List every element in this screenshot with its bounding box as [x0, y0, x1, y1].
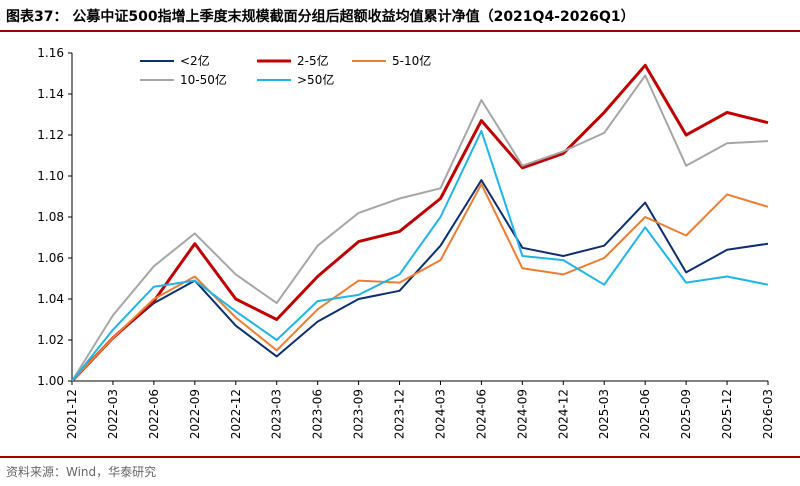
- series-line-4: [71, 74, 769, 382]
- x-tick-label: 2022-12: [229, 389, 243, 439]
- x-tick-label: 2023-03: [270, 389, 284, 439]
- x-tick-label: 2021-12: [65, 389, 79, 439]
- x-tick-label: 2023-09: [352, 389, 366, 439]
- y-tick-label: 1.08: [37, 210, 64, 224]
- y-tick-label: 1.10: [37, 169, 64, 183]
- legend-label-3: 5-10亿: [392, 53, 431, 68]
- footer-divider: [0, 456, 800, 458]
- x-tick-label: 2022-03: [106, 389, 120, 439]
- x-tick-label: 2025-06: [638, 389, 652, 439]
- x-tick-label: 2023-12: [393, 389, 407, 439]
- legend-label-5: >50亿: [297, 72, 334, 87]
- legend-label-1: <2亿: [180, 53, 210, 68]
- y-tick-label: 1.06: [37, 251, 64, 265]
- series-line-1: [71, 179, 769, 382]
- y-tick-label: 1.02: [37, 333, 64, 347]
- chart-title: 图表37： 公募中证500指增上季度末规模截面分组后超额收益均值累计净值（202…: [6, 9, 635, 25]
- x-tick-label: 2024-12: [556, 389, 570, 439]
- line-chart: 1.00 1.02 1.04 1.06 1.08 1.10 1.12 1.14 1.16 2021…: [37, 46, 775, 439]
- x-tick-label: 2025-03: [597, 389, 611, 439]
- x-tick-label: 2024-06: [474, 389, 488, 439]
- y-tick-label: 1.12: [37, 128, 64, 142]
- x-tick-label: 2025-09: [679, 389, 693, 439]
- legend-label-2: 2-5亿: [297, 53, 329, 68]
- x-tick-label: 2024-09: [515, 389, 529, 439]
- x-tick-label: 2024-03: [433, 389, 447, 439]
- x-tick-label: 2025-12: [720, 389, 734, 439]
- source-note: 资料来源：Wind，华泰研究: [6, 465, 157, 479]
- title-divider: [0, 30, 800, 32]
- x-tick-label: 2022-09: [188, 389, 202, 439]
- y-tick-label: 1.04: [37, 292, 64, 306]
- y-tick-label: 1.00: [37, 374, 64, 388]
- x-tick-label: 2022-06: [147, 389, 161, 439]
- series-line-5: [71, 129, 769, 382]
- y-tick-label: 1.14: [37, 87, 64, 101]
- series-line-3: [71, 183, 769, 382]
- legend-label-4: 10-50亿: [180, 72, 227, 87]
- x-tick-label: 2026-03: [761, 389, 775, 439]
- y-tick-label: 1.16: [37, 46, 64, 60]
- x-tick-label: 2023-06: [311, 389, 325, 439]
- series-line-2: [70, 63, 769, 383]
